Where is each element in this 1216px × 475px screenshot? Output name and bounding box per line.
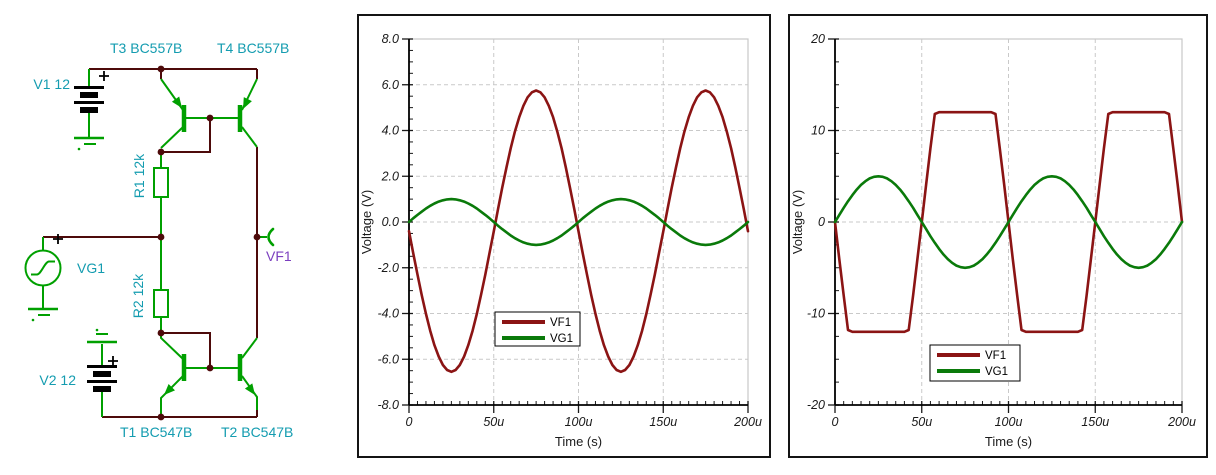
vg1-curve [833,175,1184,270]
probe-clip-icon [267,227,275,247]
ground-icon [28,307,58,322]
x-tick-label: 0 [832,415,839,429]
v2-battery[interactable]: V2 12 [39,328,118,417]
vg1-source[interactable]: VG1 [24,234,106,322]
y-tick-label: -8.0 [377,398,399,412]
r2-resistor[interactable]: R2 12k [130,273,169,333]
wires [43,68,258,418]
r2-label[interactable]: R2 12k [130,273,146,318]
emitter-arrow-icon [171,96,182,108]
emitter-arrow-icon [243,97,252,109]
r1-resistor[interactable]: R1 12k [131,152,169,290]
chart-svg-2: 0 50u 100u 150u 200u 20 10 0 -10 -20 Time (s) Volta… [790,32,1196,449]
y-tick-label: 0.0 [382,215,399,229]
junction-dots [157,65,261,421]
y-tick-label: 10 [811,124,825,138]
vf1-label[interactable]: VF1 [266,248,292,264]
y-tick-label: -6.0 [377,352,399,366]
circuit-svg: V1 12 VG1 [24,40,293,440]
t1-label[interactable]: T1 BC547B [120,424,192,440]
vg1-label[interactable]: VG1 [77,260,105,276]
waveform-panel-small-signal: 0 50u 100u 150u 200u 8.0 6.0 4.0 2.0 0.0 -2.0 -4.0 -… [357,14,771,458]
plot-frame [835,38,1183,405]
y-tick-label: 6.0 [382,78,399,92]
y-tick-label: 0 [818,215,825,229]
signal-waveform-icon [31,260,55,276]
y-tick-label: -20 [807,398,825,412]
plus-icon [99,71,109,81]
t3-label[interactable]: T3 BC557B [110,40,182,56]
t2-label[interactable]: T2 BC547B [221,424,293,440]
t2-transistor[interactable]: T2 BC547B [221,337,293,440]
x-tick-label: 150u [1081,415,1109,429]
y-tick-label: 8.0 [382,32,399,46]
v1-label[interactable]: V1 12 [33,76,70,92]
x-tick-label: 50u [911,415,932,429]
vf1-curve [407,89,750,374]
x-axis-title: Time (s) [555,434,602,449]
legend-label: VF1 [550,317,571,329]
plot-frame [409,38,749,405]
x-tick-label: 100u [565,415,593,429]
r1-label[interactable]: R1 12k [131,153,147,198]
x-tick-label: 200u [733,415,762,429]
plus-icon [53,234,63,244]
legend-label: VG1 [985,366,1008,378]
ground-icon [74,136,104,151]
schematic-panel: V1 12 VG1 [0,0,345,475]
emitter-arrow-icon [164,384,175,395]
y-tick-label: -2.0 [377,261,399,275]
y-tick-label: -10 [807,307,825,321]
waveform-panel-clipped: 0 50u 100u 150u 200u 20 10 0 -10 -20 Time (s) Volta… [788,14,1208,458]
t1-transistor[interactable]: T1 BC547B [120,333,192,440]
legend-label: VF1 [985,350,1006,362]
y-tick-label: 4.0 [382,124,399,138]
x-axis-title: Time (s) [985,434,1032,449]
emitter-arrow-icon [244,383,255,395]
vg1-curve [407,197,750,247]
x-tick-label: 100u [995,415,1023,429]
v2-label[interactable]: V2 12 [39,372,76,388]
plus-icon [108,356,118,366]
legend-border [494,311,581,347]
t3-transistor[interactable]: T3 BC557B [110,40,187,149]
x-tick-label: 200u [1167,415,1196,429]
v1-battery[interactable]: V1 12 [33,69,109,151]
y-tick-label: 2.0 [381,169,399,183]
legend-label: VG1 [550,333,573,345]
vf1-probe[interactable]: VF1 [257,227,292,264]
t4-label[interactable]: T4 BC557B [217,40,289,56]
legend-border [929,344,1021,382]
t4-transistor[interactable]: T4 BC557B [217,40,289,148]
y-axis-title: Voltage (V) [790,190,805,254]
x-tick-label: 150u [649,415,677,429]
y-axis-title: Voltage (V) [359,190,374,254]
y-tick-label: 20 [810,32,825,46]
ground-icon [87,328,117,344]
x-tick-label: 0 [406,415,413,429]
chart-svg-1: 0 50u 100u 150u 200u 8.0 6.0 4.0 2.0 0.0 -2.0 -4.0 -… [359,32,762,449]
y-tick-label: -4.0 [377,307,399,321]
x-tick-label: 50u [483,415,504,429]
